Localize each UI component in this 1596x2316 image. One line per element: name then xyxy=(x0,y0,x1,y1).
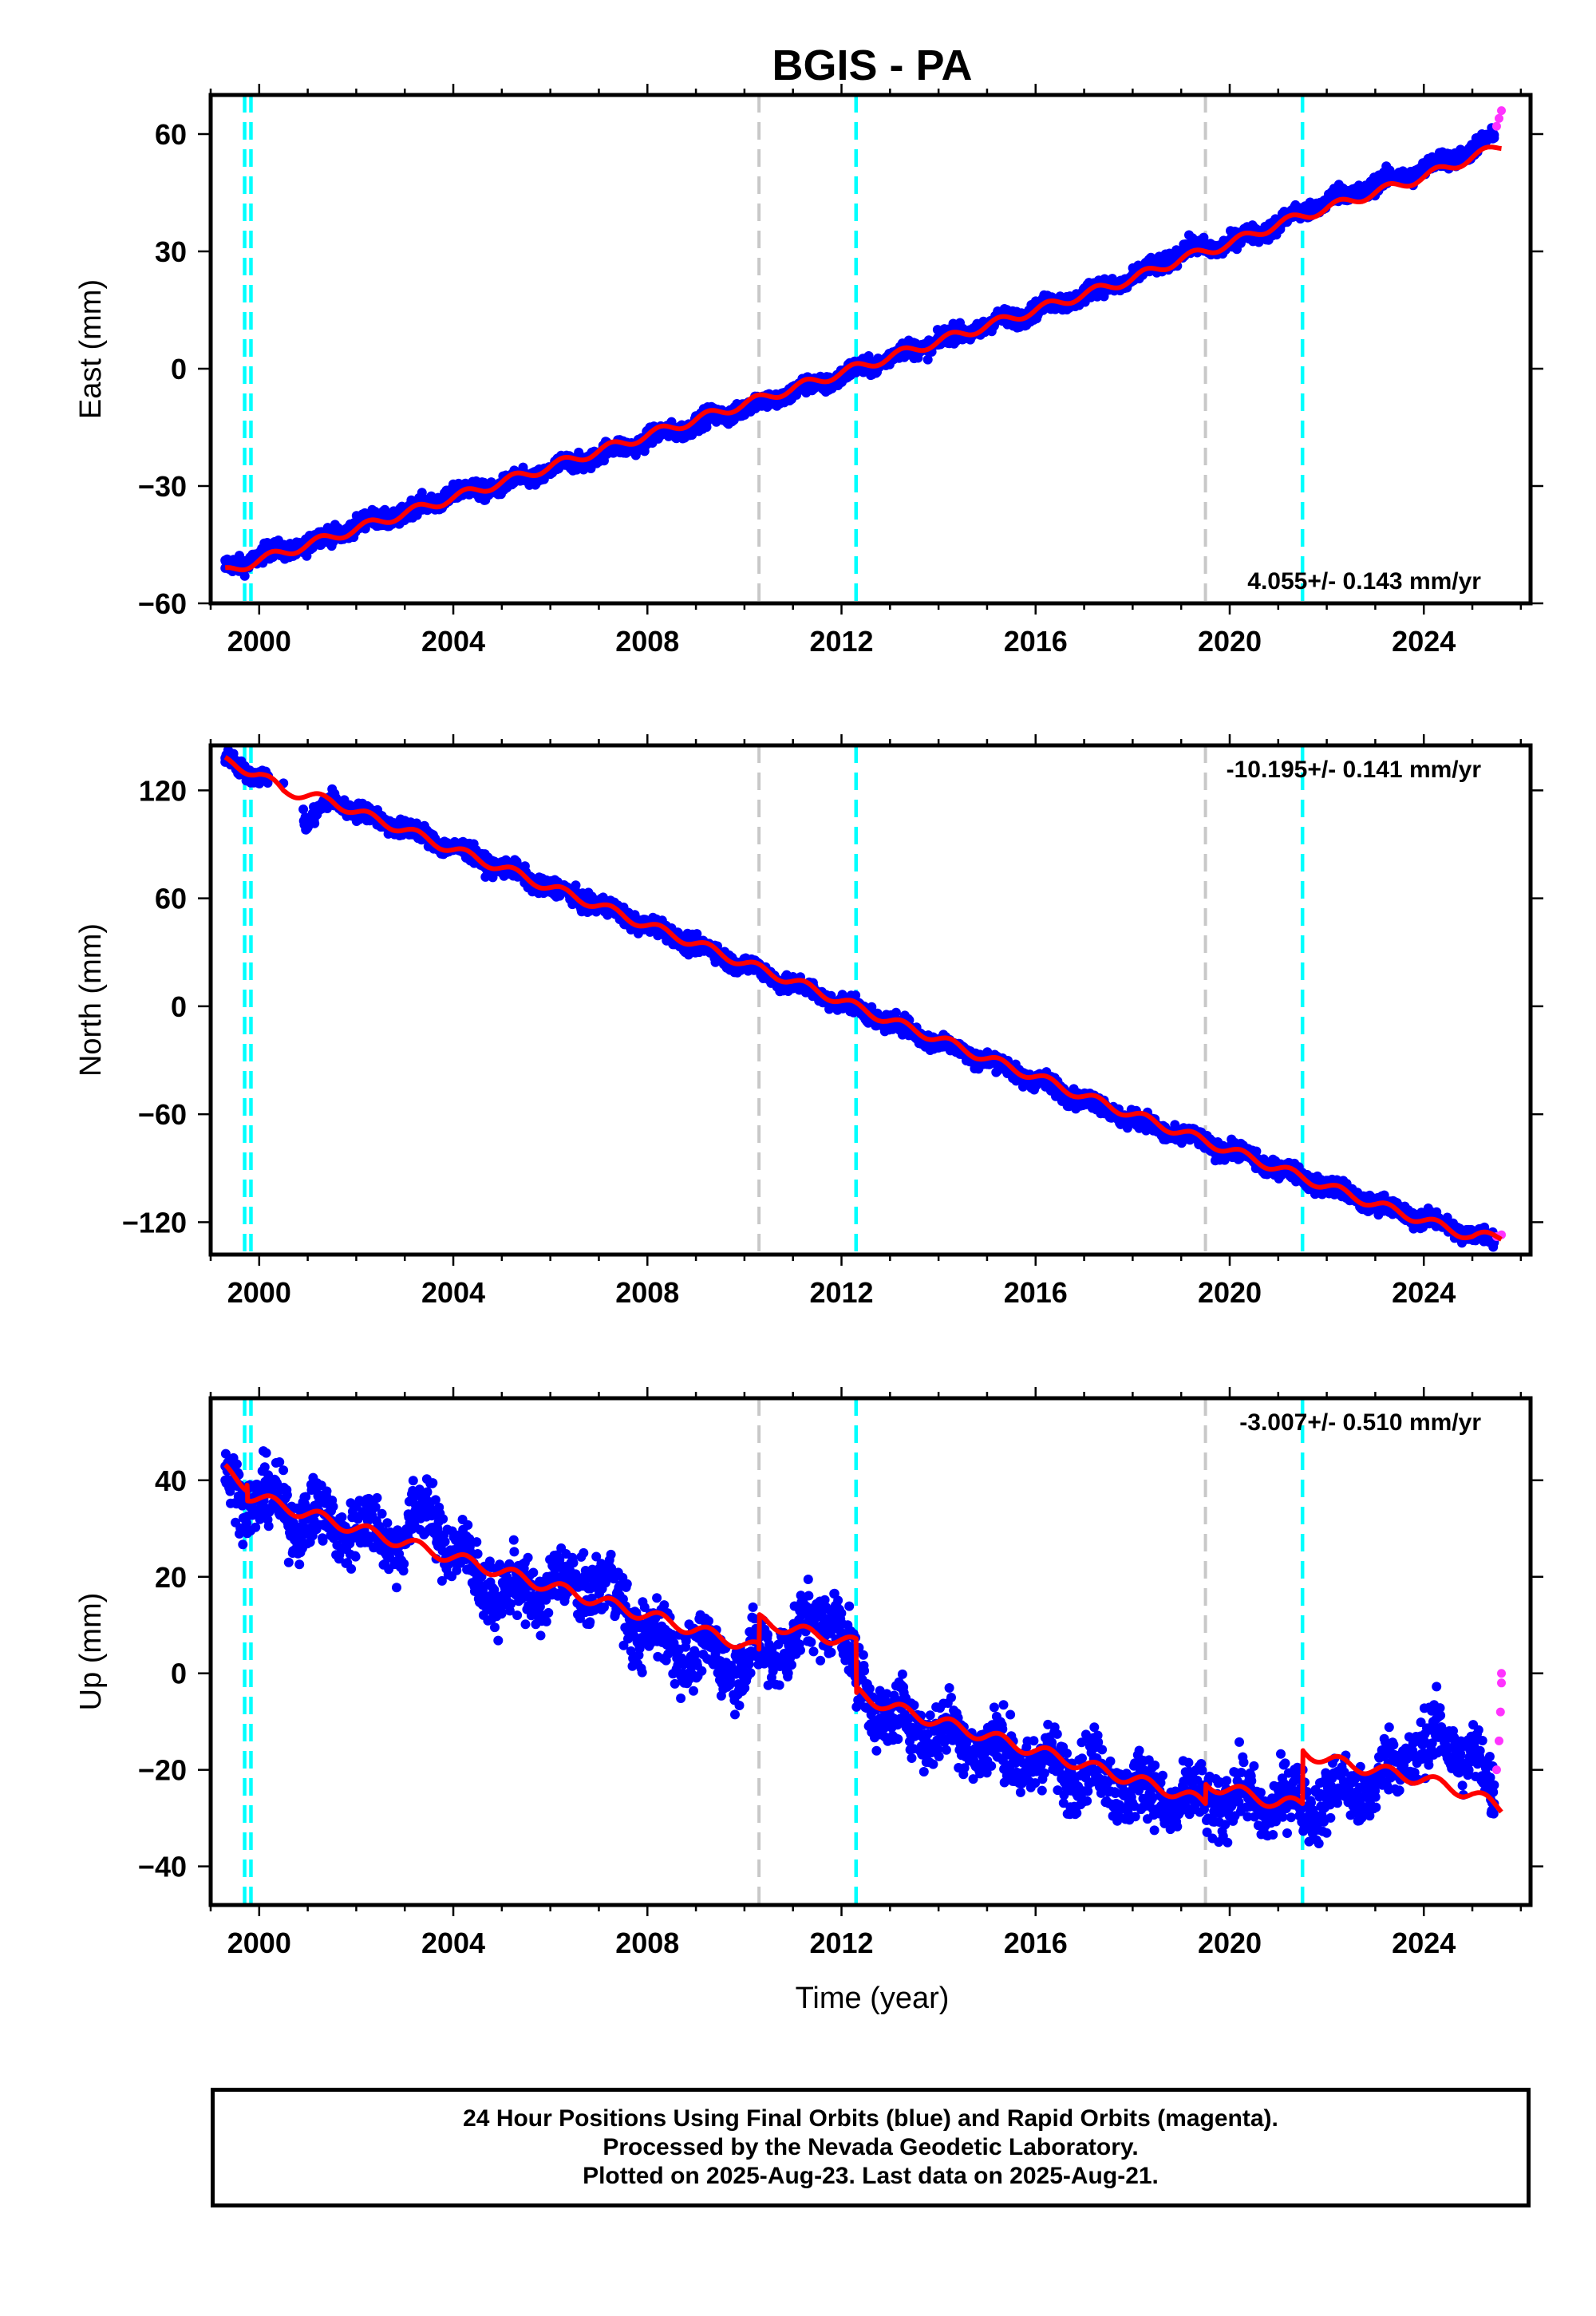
final-orbit-point xyxy=(380,504,390,515)
panel-east: 2000 2004 2008 2012 2016 2020 2024 −60 −30 0 30 60 E… xyxy=(74,84,1543,658)
east-final-orbit-points xyxy=(220,123,1499,581)
final-orbit-point xyxy=(1489,132,1499,143)
chart-title: BGIS - PA xyxy=(772,41,972,89)
final-orbit-point xyxy=(863,351,874,361)
y-tick-label: 60 xyxy=(155,118,187,151)
east-y-axis-label: East (mm) xyxy=(74,279,108,419)
final-orbit-point xyxy=(298,804,309,815)
rapid-orbit-point xyxy=(1494,113,1503,123)
rapid-orbit-point xyxy=(1491,121,1501,131)
x-tick-label: 2024 xyxy=(1392,625,1456,658)
y-tick-label: 0 xyxy=(171,353,187,385)
y-tick-label: −60 xyxy=(138,587,187,620)
east-model-line xyxy=(223,144,1503,573)
panels: 2000 2004 2008 2012 2016 2020 2024 −60 −30 0 30 60 E… xyxy=(74,84,1543,1959)
final-orbit-point xyxy=(922,354,933,365)
east-plot-area xyxy=(220,95,1507,603)
final-orbit-point xyxy=(571,880,581,891)
panel-north: 2000 2004 2008 2012 2016 2020 2024−120−6006012… xyxy=(74,734,1543,1309)
final-orbit-point xyxy=(239,571,250,581)
north-final-orbit-points xyxy=(220,745,1499,1252)
final-orbit-point xyxy=(1321,196,1332,206)
x-tick-label: 2004 xyxy=(421,625,485,658)
x-tick-label: 2000 xyxy=(227,625,291,658)
east-frame xyxy=(208,93,1533,606)
y-tick-label: −30 xyxy=(138,470,187,503)
east-rapid-orbit-points xyxy=(1491,106,1507,131)
final-orbit-point xyxy=(1176,247,1187,256)
x-tick-label: 2016 xyxy=(1004,625,1068,658)
x-tick-label: 2020 xyxy=(1198,625,1262,658)
rapid-orbit-point xyxy=(1497,106,1507,116)
x-tick-label: 2012 xyxy=(809,625,873,658)
east-rate-label: 4.055+/- 0.143 mm/yr xyxy=(1247,568,1481,595)
north-plot-area xyxy=(220,745,1507,1255)
x-axis-label: Time (year) xyxy=(796,1982,950,2015)
final-orbit-point xyxy=(1370,180,1381,190)
y-tick-label: 30 xyxy=(155,235,187,268)
x-tick-label: 2008 xyxy=(615,625,679,658)
